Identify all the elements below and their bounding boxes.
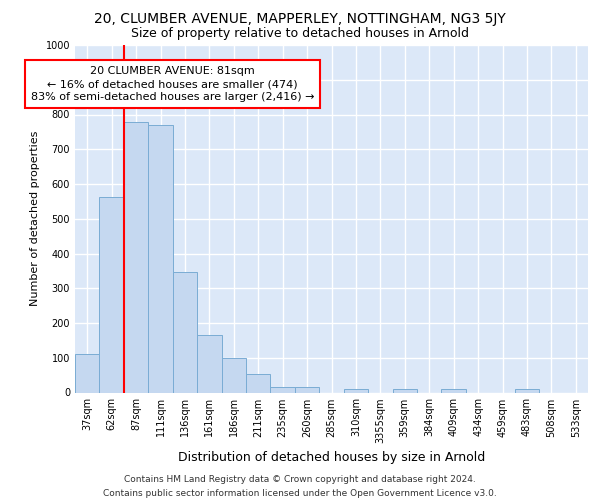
Bar: [442, 389, 466, 392]
Text: Size of property relative to detached houses in Arnold: Size of property relative to detached ho…: [131, 28, 469, 40]
Bar: [173, 272, 197, 392]
Bar: [295, 388, 319, 392]
Bar: [148, 125, 173, 392]
Bar: [75, 354, 100, 393]
Bar: [515, 389, 539, 392]
Text: Contains HM Land Registry data © Crown copyright and database right 2024.
Contai: Contains HM Land Registry data © Crown c…: [103, 476, 497, 498]
Bar: [271, 388, 295, 392]
Bar: [124, 122, 148, 392]
Bar: [246, 374, 271, 392]
Bar: [344, 389, 368, 392]
Bar: [392, 389, 417, 392]
Bar: [221, 358, 246, 392]
Bar: [197, 335, 221, 392]
Text: 20 CLUMBER AVENUE: 81sqm
← 16% of detached houses are smaller (474)
83% of semi-: 20 CLUMBER AVENUE: 81sqm ← 16% of detach…: [31, 66, 314, 102]
Y-axis label: Number of detached properties: Number of detached properties: [30, 131, 40, 306]
Bar: [100, 197, 124, 392]
X-axis label: Distribution of detached houses by size in Arnold: Distribution of detached houses by size …: [178, 451, 485, 464]
Text: 20, CLUMBER AVENUE, MAPPERLEY, NOTTINGHAM, NG3 5JY: 20, CLUMBER AVENUE, MAPPERLEY, NOTTINGHA…: [94, 12, 506, 26]
